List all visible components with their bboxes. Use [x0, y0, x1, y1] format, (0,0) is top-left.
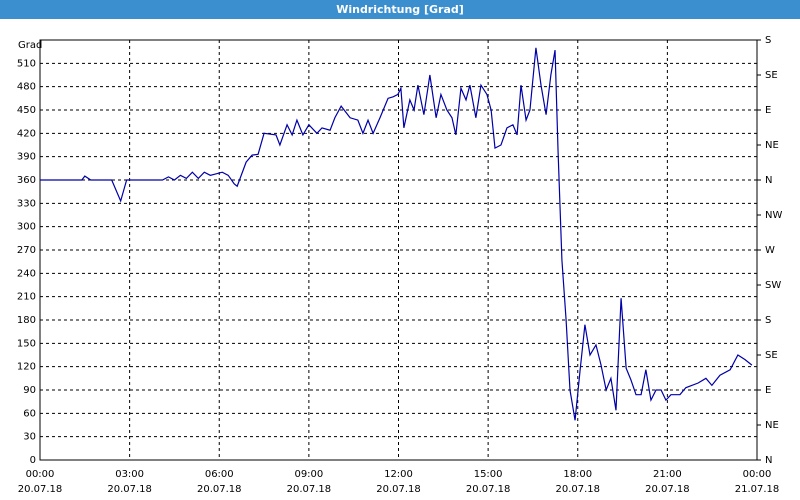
x-tick-label: 12:00 20.07.18: [376, 469, 421, 495]
title-bar: [0, 0, 800, 19]
y2-tick-label: S: [765, 35, 771, 46]
x-tick-label: 21:00 20.07.18: [645, 469, 690, 495]
y-tick-label: 420: [17, 128, 36, 139]
y-tick-label: 390: [17, 152, 36, 163]
x-tick-label: 15:00 20.07.18: [466, 469, 511, 495]
y-axis-label: Grad: [18, 40, 42, 51]
y2-tick-label: W: [765, 245, 775, 256]
y-tick-label: 30: [23, 432, 36, 443]
y2-tick-label: SE: [765, 350, 778, 361]
y2-tick-label: NW: [765, 210, 782, 221]
y-tick-label: 270: [17, 245, 36, 256]
y2-tick-label: E: [765, 385, 771, 396]
y2-tick-label: S: [765, 315, 771, 326]
y-tick-label: 120: [17, 362, 36, 373]
y2-tick-label: N: [765, 455, 772, 466]
x-tick-label: 00:00 20.07.18: [18, 469, 63, 495]
y2-tick-label: NE: [765, 140, 779, 151]
y-tick-label: 180: [17, 315, 36, 326]
x-tick-label: 03:00 20.07.18: [107, 469, 152, 495]
y-tick-label: 360: [17, 175, 36, 186]
y-tick-label: 90: [23, 385, 36, 396]
x-tick-label: 09:00 20.07.18: [287, 469, 332, 495]
y-tick-label: 150: [17, 338, 36, 349]
y2-tick-label: SE: [765, 70, 778, 81]
y-tick-label: 210: [17, 292, 36, 303]
y-tick-label: 300: [17, 222, 36, 233]
x-tick-label: 18:00 20.07.18: [555, 469, 600, 495]
y2-tick-label: E: [765, 105, 771, 116]
y2-tick-label: N: [765, 175, 772, 186]
data-line: [40, 47, 753, 421]
y-tick-label: 510: [17, 58, 36, 69]
plot-frame: [39, 39, 758, 461]
y-tick-label: 0: [30, 455, 36, 466]
chart-title: Windrichtung [Grad]: [336, 3, 464, 16]
y-tick-label: 450: [17, 105, 36, 116]
y-tick-label: 330: [17, 198, 36, 209]
x-tick-label: 00:00 21.07.18: [735, 469, 780, 495]
x-tick-label: 06:00 20.07.18: [197, 469, 242, 495]
y-tick-label: 480: [17, 82, 36, 93]
y2-tick-label: SW: [765, 280, 781, 291]
y2-tick-label: NE: [765, 420, 779, 431]
y-tick-label: 240: [17, 268, 36, 279]
y-tick-label: 60: [23, 408, 36, 419]
